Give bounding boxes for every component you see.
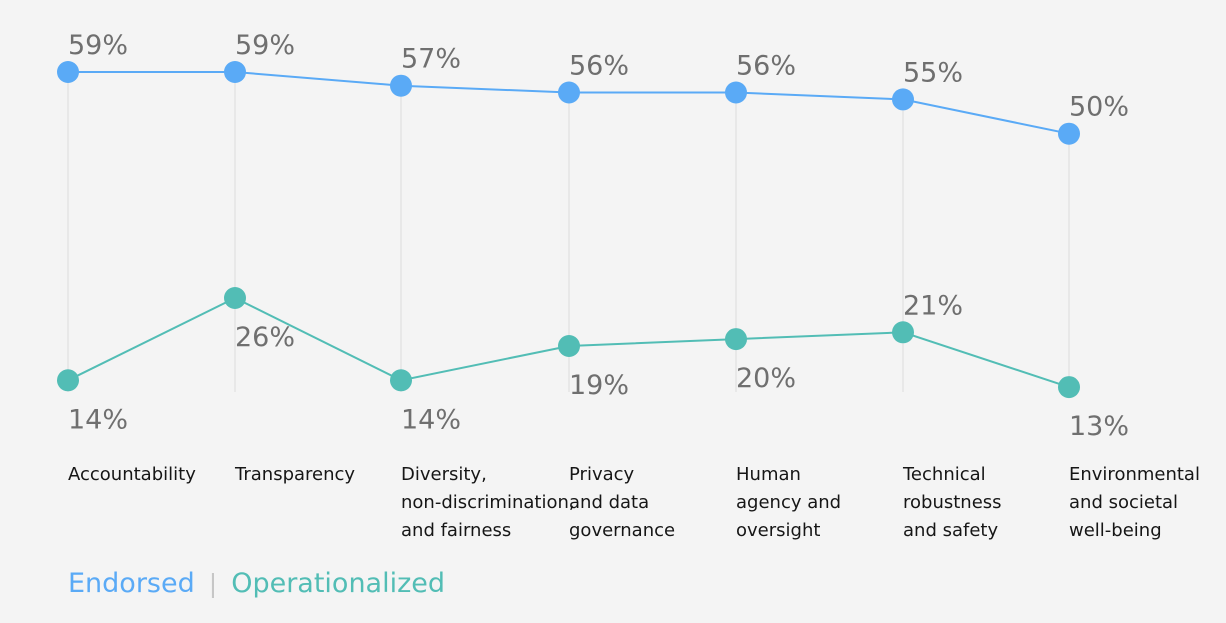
point-endorsed-3 xyxy=(558,81,580,104)
value-label-operationalized-4: 20% xyxy=(736,363,796,394)
legend: Endorsed | Operationalized xyxy=(68,566,445,602)
value-label-operationalized-3: 19% xyxy=(569,370,629,401)
value-label-operationalized-0: 14% xyxy=(68,404,128,435)
point-operationalized-4 xyxy=(725,328,747,351)
point-operationalized-5 xyxy=(892,321,914,344)
category-label-3: Privacy and data governance xyxy=(569,464,675,541)
value-label-operationalized-6: 13% xyxy=(1069,411,1129,442)
value-label-operationalized-2: 14% xyxy=(401,404,461,435)
point-operationalized-2 xyxy=(390,369,412,392)
value-label-operationalized-5: 21% xyxy=(903,290,963,321)
point-endorsed-6 xyxy=(1058,122,1080,145)
value-label-operationalized-1: 26% xyxy=(235,322,295,353)
legend-operationalized: Operationalized xyxy=(231,568,446,599)
point-endorsed-1 xyxy=(224,61,246,83)
point-endorsed-0 xyxy=(57,61,79,83)
value-label-endorsed-4: 56% xyxy=(736,51,796,82)
point-operationalized-1 xyxy=(224,287,246,309)
data-points xyxy=(57,61,1080,399)
value-labels: 59% 59% 57% 56% 56% 55% 50% 14% 26% 14% 19% 20% 21% 1… xyxy=(68,30,1129,442)
point-endorsed-2 xyxy=(390,74,412,97)
legend-endorsed: Endorsed xyxy=(68,568,195,599)
drop-lines xyxy=(67,72,1070,392)
value-label-endorsed-1: 59% xyxy=(235,30,295,61)
value-label-endorsed-3: 56% xyxy=(569,51,629,82)
category-label-0: Accountability xyxy=(68,464,196,485)
legend-separator: | xyxy=(208,569,218,598)
category-label-6: Environmental and societal well-being xyxy=(1069,464,1200,541)
value-label-endorsed-0: 59% xyxy=(68,30,128,61)
category-labels: Accountability Transparency Diversity, non-… xyxy=(68,464,1200,541)
point-endorsed-4 xyxy=(725,81,747,104)
point-endorsed-5 xyxy=(892,88,914,111)
category-label-5: Technical robustness and safety xyxy=(902,464,1002,541)
category-label-2: Diversity, non-discrimination, and fairnes… xyxy=(401,464,575,541)
value-label-endorsed-2: 57% xyxy=(401,44,461,75)
point-operationalized-0 xyxy=(57,369,79,392)
value-label-endorsed-5: 55% xyxy=(903,57,963,88)
category-label-4: Human agency and oversight xyxy=(736,464,841,541)
point-operationalized-3 xyxy=(558,335,580,357)
category-label-1: Transparency xyxy=(234,464,355,485)
point-operationalized-6 xyxy=(1058,376,1080,399)
value-label-endorsed-6: 50% xyxy=(1069,92,1129,123)
